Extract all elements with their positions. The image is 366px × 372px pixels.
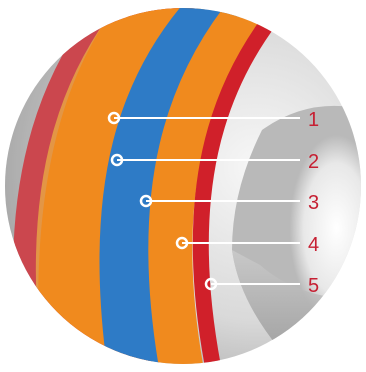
band-orange-inner bbox=[148, 8, 275, 364]
layer-label-1: 1 bbox=[308, 109, 319, 131]
leader-dot bbox=[110, 153, 124, 167]
callout-3 bbox=[139, 194, 300, 208]
layer-bands bbox=[12, 8, 293, 364]
callouts bbox=[107, 111, 300, 291]
callout-5 bbox=[204, 277, 300, 291]
leader-dot bbox=[175, 236, 189, 250]
layer-label-2: 2 bbox=[308, 151, 319, 173]
layer-label-3: 3 bbox=[308, 192, 319, 214]
leader-dot bbox=[204, 277, 218, 291]
band-inner-red bbox=[192, 8, 293, 364]
leader-dot bbox=[107, 111, 121, 125]
layer-label-5: 5 bbox=[308, 275, 319, 297]
band-blue bbox=[99, 8, 241, 364]
leader-dot bbox=[139, 194, 153, 208]
callout-1 bbox=[107, 111, 300, 125]
layer-labels: 1 2 3 4 5 bbox=[308, 109, 319, 297]
callout-4 bbox=[175, 236, 300, 250]
layer-label-4: 4 bbox=[308, 234, 319, 256]
callout-2 bbox=[110, 153, 300, 167]
